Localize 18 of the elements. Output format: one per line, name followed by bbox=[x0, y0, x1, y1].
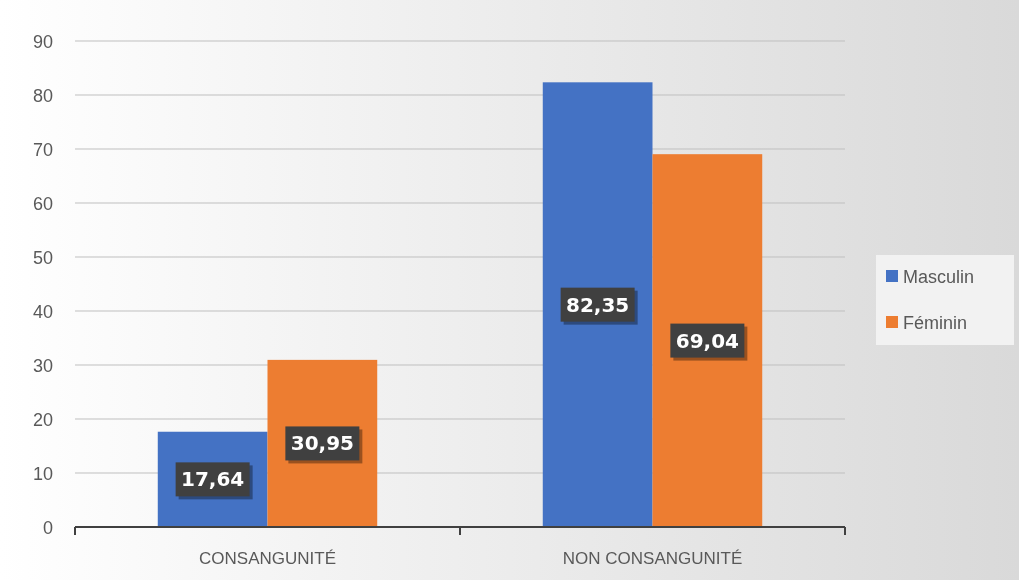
data-label: 82,35 bbox=[566, 292, 630, 317]
data-label: 69,04 bbox=[675, 328, 739, 353]
y-tick-label: 40 bbox=[32, 302, 53, 322]
y-tick-label: 10 bbox=[32, 464, 53, 484]
y-tick-label: 80 bbox=[32, 86, 53, 106]
y-tick-label: 60 bbox=[32, 194, 53, 214]
y-tick-label: 50 bbox=[32, 248, 53, 268]
y-tick-label: 70 bbox=[32, 140, 53, 160]
y-tick-label: 30 bbox=[32, 356, 53, 376]
data-label: 17,64 bbox=[181, 467, 245, 492]
data-label: 30,95 bbox=[290, 431, 354, 456]
x-tick-label: NON CONSANGUNITÉ bbox=[562, 549, 743, 568]
legend-label: Féminin bbox=[903, 313, 968, 333]
y-tick-label: 90 bbox=[32, 32, 53, 52]
y-tick-label: 0 bbox=[42, 518, 53, 538]
legend-label: Masculin bbox=[903, 267, 975, 287]
y-tick-label: 20 bbox=[32, 410, 53, 430]
x-tick-label: CONSANGUNITÉ bbox=[199, 549, 336, 568]
